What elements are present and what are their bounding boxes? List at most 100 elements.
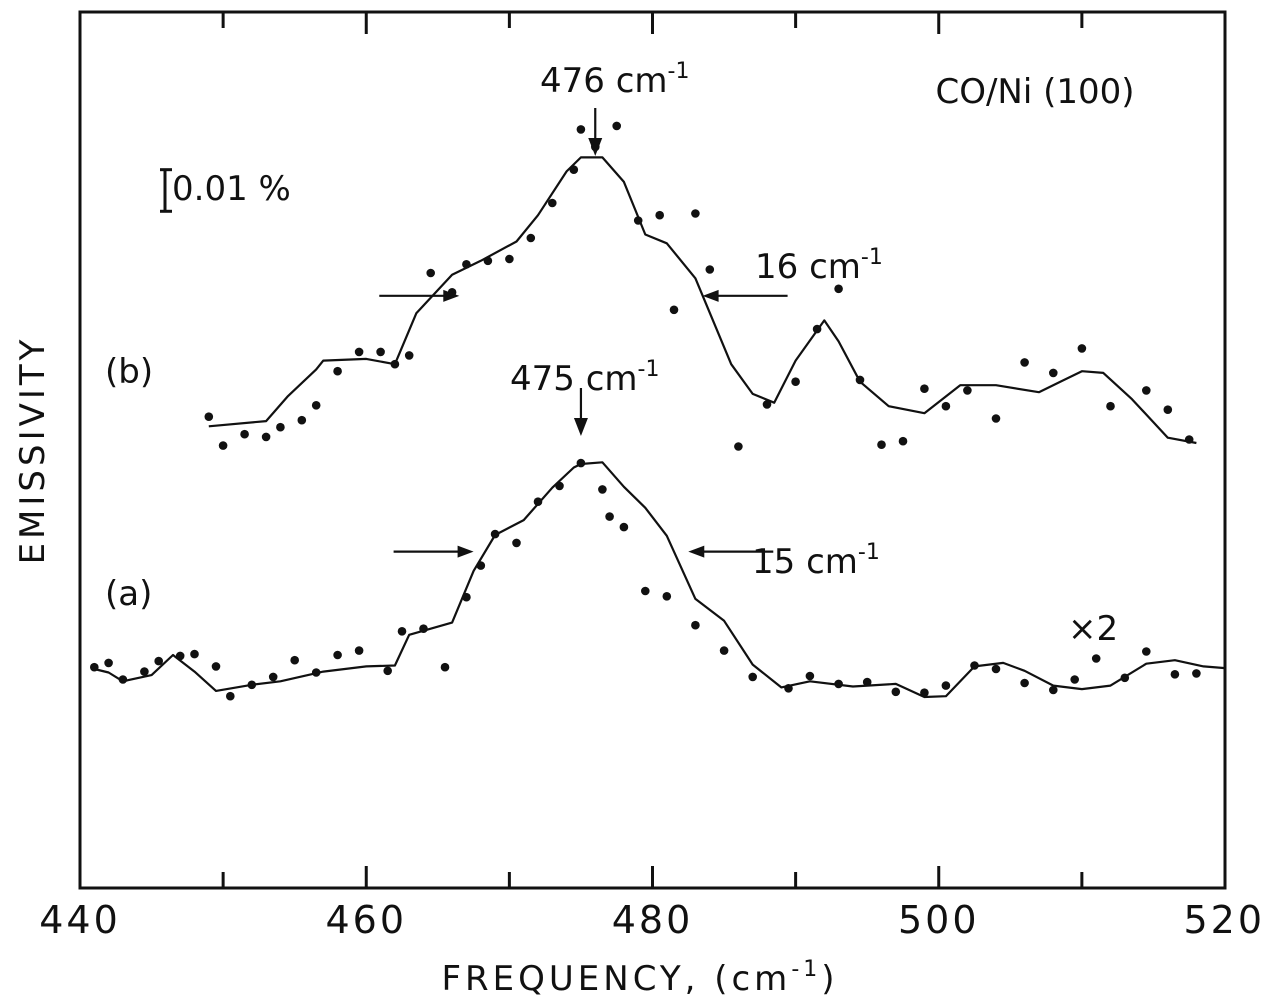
data-point bbox=[970, 661, 979, 670]
series-line bbox=[94, 461, 1226, 699]
scale-bar: 0.01 % bbox=[160, 168, 291, 213]
x-tick-label: 460 bbox=[325, 898, 407, 942]
data-point bbox=[920, 688, 929, 697]
data-point bbox=[576, 458, 586, 468]
data-point bbox=[462, 260, 471, 269]
scale-bar-label: 0.01 % bbox=[172, 169, 291, 209]
data-point bbox=[641, 586, 650, 596]
x-tick-label: 440 bbox=[39, 898, 121, 942]
data-point bbox=[376, 347, 385, 357]
data-point bbox=[655, 210, 664, 220]
data-point bbox=[1077, 344, 1087, 353]
x-axis-label-sup: -1 bbox=[791, 957, 821, 982]
data-point bbox=[1106, 401, 1115, 411]
data-point bbox=[354, 646, 364, 655]
data-point bbox=[104, 658, 113, 668]
data-point bbox=[190, 649, 199, 659]
x-tick-label: 500 bbox=[898, 898, 980, 942]
data-point bbox=[175, 651, 185, 661]
data-point bbox=[719, 646, 729, 655]
data-point bbox=[920, 384, 929, 394]
data-point bbox=[333, 650, 342, 660]
data-point bbox=[784, 684, 793, 693]
data-point bbox=[762, 400, 772, 409]
data-point bbox=[462, 592, 471, 602]
data-point bbox=[734, 442, 743, 451]
series-b: (b) 476 cm-1 16 cm-1 bbox=[105, 59, 1197, 451]
series-line bbox=[208, 156, 1197, 445]
data-point bbox=[662, 592, 672, 601]
data-point bbox=[805, 671, 815, 681]
series-label: (a) bbox=[105, 574, 152, 614]
peak-arrow-head bbox=[588, 138, 603, 156]
data-point bbox=[440, 662, 450, 672]
data-point bbox=[483, 256, 493, 266]
peak-arrow-head bbox=[573, 418, 588, 436]
data-point bbox=[991, 414, 1001, 423]
data-point bbox=[791, 377, 800, 387]
data-point bbox=[476, 561, 486, 570]
data-point bbox=[1070, 675, 1079, 684]
data-point bbox=[354, 347, 364, 357]
y-axis-label: EMISSIVITY bbox=[13, 336, 53, 565]
data-point bbox=[426, 268, 436, 278]
data-point bbox=[240, 429, 249, 439]
data-point bbox=[891, 687, 901, 697]
data-point bbox=[226, 691, 235, 701]
data-point bbox=[548, 198, 557, 208]
data-point bbox=[855, 375, 865, 385]
data-point bbox=[1192, 669, 1201, 678]
data-point bbox=[576, 125, 586, 134]
data-point bbox=[333, 366, 342, 376]
data-point bbox=[1184, 435, 1194, 444]
data-point bbox=[669, 305, 679, 315]
data-point bbox=[834, 284, 843, 294]
series-a: (a) 475 cm-1 15 cm-1 ×2 bbox=[90, 357, 1226, 701]
x-tick-label: 480 bbox=[612, 898, 694, 942]
data-point bbox=[1120, 673, 1130, 683]
data-point bbox=[705, 265, 715, 274]
x-tick-label: 520 bbox=[1183, 898, 1265, 942]
x-axis-label-main: FREQUENCY, (cm bbox=[441, 959, 791, 999]
data-point bbox=[1049, 368, 1058, 378]
data-point bbox=[533, 497, 543, 507]
data-point bbox=[898, 436, 908, 446]
data-point bbox=[154, 656, 163, 666]
width-arrow-left-head bbox=[443, 289, 460, 302]
data-point bbox=[1170, 670, 1180, 679]
data-point bbox=[261, 432, 271, 442]
data-point bbox=[991, 664, 1001, 674]
width-arrow-right-head bbox=[702, 289, 719, 302]
data-point bbox=[1020, 678, 1029, 688]
data-point bbox=[526, 233, 536, 243]
data-point bbox=[276, 422, 285, 432]
data-point bbox=[404, 351, 414, 360]
series-layer: (b) 476 cm-1 16 cm-1 (a) 475 cm-1 15 cm-1 ×2 bbox=[90, 59, 1226, 701]
data-point bbox=[605, 512, 614, 521]
data-point bbox=[691, 620, 700, 630]
data-point bbox=[1091, 654, 1101, 663]
data-point bbox=[297, 415, 307, 425]
data-point bbox=[748, 672, 757, 682]
data-point bbox=[569, 165, 579, 174]
data-point bbox=[633, 216, 643, 225]
data-point bbox=[204, 412, 214, 422]
data-point bbox=[419, 624, 428, 633]
data-point bbox=[1049, 685, 1058, 695]
width-arrow-right-head bbox=[688, 545, 705, 558]
peak-label: 476 cm-1 bbox=[540, 59, 689, 101]
data-point bbox=[397, 627, 407, 636]
data-point bbox=[691, 209, 700, 218]
data-point bbox=[555, 481, 564, 491]
data-point bbox=[941, 401, 951, 411]
data-point bbox=[1142, 647, 1151, 656]
x-axis-label: FREQUENCY, (cm-1) bbox=[441, 957, 838, 999]
data-point bbox=[941, 681, 951, 690]
peak-label: 475 cm-1 bbox=[510, 357, 659, 399]
data-point bbox=[247, 680, 257, 690]
data-point bbox=[290, 655, 300, 665]
x-axis-tick-labels: 440 460 480 500 520 bbox=[39, 898, 1265, 942]
x-axis-label-close: ) bbox=[821, 959, 838, 999]
data-point bbox=[383, 666, 393, 676]
